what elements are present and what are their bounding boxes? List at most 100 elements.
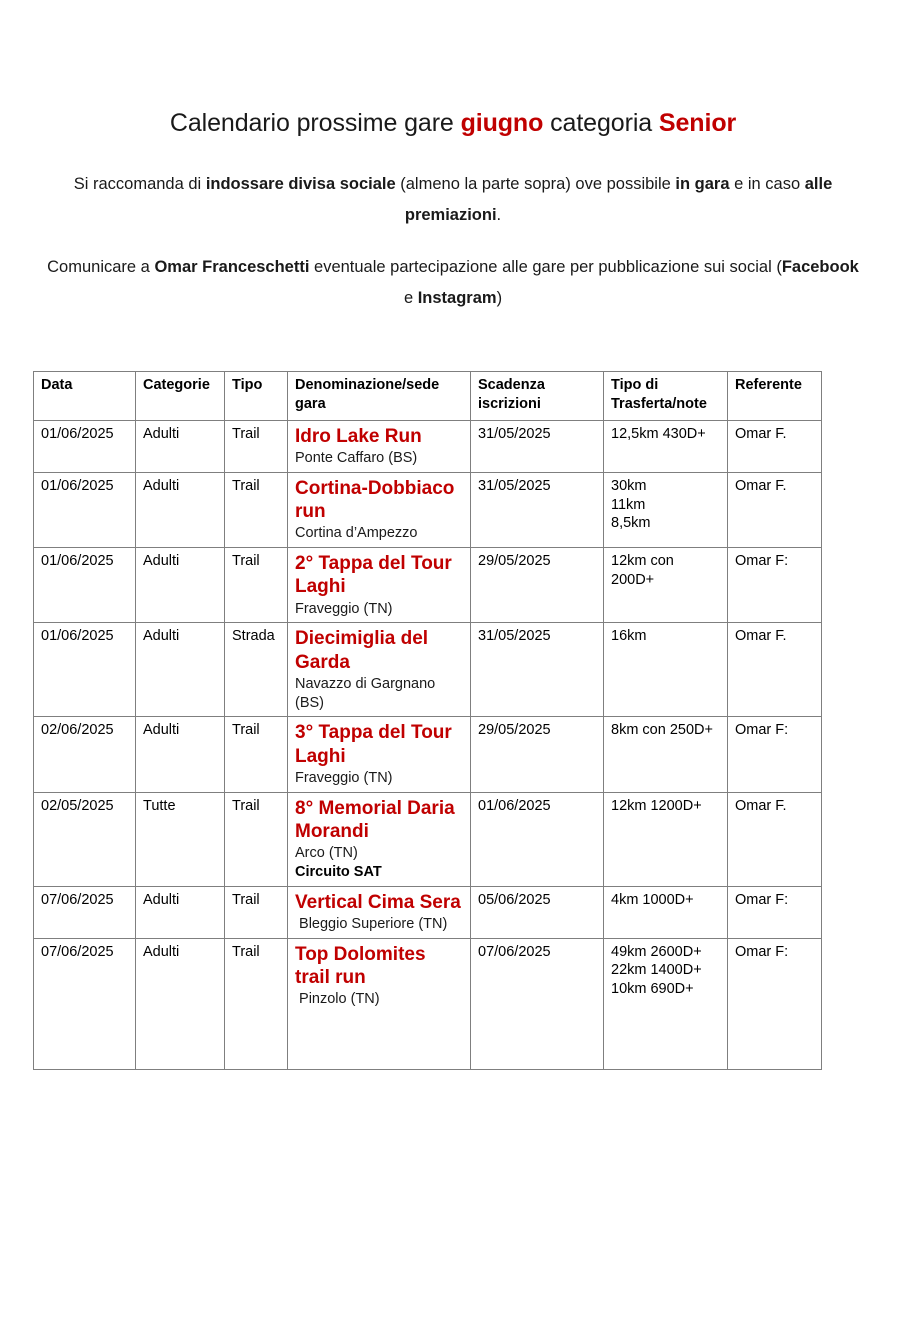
intro-paragraph-uniform: Si raccomanda di indossare divisa social… [0, 139, 906, 230]
cell-trasferta: 8km con 250D+ [603, 716, 728, 793]
column-header-data: Data [33, 371, 136, 421]
column-header-tipo: Tipo [224, 371, 288, 421]
cell-trasferta: 30km 11km 8,5km [603, 472, 728, 549]
cell-scadenza: 01/06/2025 [470, 791, 604, 887]
race-venue: Bleggio Superiore (TN) [295, 915, 448, 932]
race-name: 3° Tappa del Tour Laghi [295, 722, 452, 767]
cell-tipo: Trail [224, 419, 288, 474]
cell-scadenza: 31/05/2025 [470, 419, 604, 474]
cell-tipo: Trail [224, 716, 288, 793]
cell-tipo: Trail [224, 791, 288, 887]
cell-referente: Omar F: [727, 937, 822, 1070]
page-title: Calendario prossime gare giugno categori… [0, 0, 906, 139]
column-header-trasferta: Tipo di Trasferta/note [603, 371, 728, 421]
cell-trasferta: 49km 2600D+ 22km 1400D+ 10km 690D+ [603, 937, 728, 1070]
cell-referente: Omar F: [727, 885, 822, 939]
table-row: 02/05/2025 Tutte Trail 8° Memorial Daria… [33, 791, 822, 887]
cell-referente: Omar F: [727, 716, 822, 793]
cell-data: 07/06/2025 [33, 937, 136, 1070]
cell-denominazione: Diecimiglia del Garda Navazzo di Gargnan… [287, 622, 471, 718]
cell-denominazione: 2° Tappa del Tour Laghi Fraveggio (TN) [287, 547, 471, 624]
intro-p1-seg-1: Si raccomanda di [73, 175, 206, 194]
cell-referente: Omar F. [727, 622, 822, 718]
page-title-part-3: categoria [543, 109, 659, 137]
race-venue: Pinzolo (TN) [295, 991, 380, 1007]
cell-denominazione: 3° Tappa del Tour Laghi Fraveggio (TN) [287, 716, 471, 793]
table-row: 07/06/2025 Adulti Trail Top Dolomites tr… [33, 937, 822, 1070]
table-header-row: Data Categorie Tipo Denominazione/sede g… [33, 371, 822, 421]
intro-p1-seg-7: . [496, 205, 502, 224]
race-venue: Navazzo di Gargnano (BS) [295, 675, 440, 711]
cell-data: 02/06/2025 [33, 716, 136, 793]
cell-scadenza: 29/05/2025 [470, 547, 604, 624]
cell-denominazione: Top Dolomites trail run Pinzolo (TN) [287, 937, 471, 1070]
intro-p1-seg-5: e in caso [729, 175, 805, 194]
intro-p2-seg-3: eventuale partecipazione alle gare per p… [309, 258, 782, 277]
race-name: 8° Memorial Daria Morandi [295, 797, 455, 842]
cell-denominazione: Cortina-Dobbiaco run Cortina d’Ampezzo [287, 472, 471, 549]
column-header-referente: Referente [727, 371, 822, 421]
cell-categorie: Adulti [135, 622, 225, 718]
race-venue: Arco (TN) [295, 844, 358, 861]
cell-referente: Omar F: [727, 547, 822, 624]
column-header-denominazione: Denominazione/sede gara [287, 371, 471, 421]
cell-scadenza: 29/05/2025 [470, 716, 604, 793]
race-name: Idro Lake Run [295, 426, 422, 447]
race-name: 2° Tappa del Tour Laghi [295, 553, 452, 598]
cell-referente: Omar F. [727, 472, 822, 549]
race-name: Top Dolomites trail run [295, 943, 426, 988]
cell-denominazione: Idro Lake Run Ponte Caffaro (BS) [287, 419, 471, 474]
cell-data: 02/05/2025 [33, 791, 136, 887]
intro-p2-seg-5: e [403, 288, 418, 307]
cell-tipo: Trail [224, 937, 288, 1070]
cell-referente: Omar F. [727, 791, 822, 887]
page-title-part-1: Calendario prossime gare [169, 109, 461, 137]
race-venue: Fraveggio (TN) [295, 769, 393, 786]
table-row: 01/06/2025 Adulti Trail Idro Lake Run Po… [33, 419, 822, 474]
race-note: Circuito SAT [295, 863, 382, 880]
cell-data: 01/06/2025 [33, 419, 136, 474]
cell-trasferta: 12km con 200D+ [603, 547, 728, 624]
cell-categorie: Adulti [135, 937, 225, 1070]
cell-data: 01/06/2025 [33, 622, 136, 718]
cell-tipo: Trail [224, 547, 288, 624]
cell-trasferta: 12,5km 430D+ [603, 419, 728, 474]
cell-categorie: Adulti [135, 419, 225, 474]
race-name: Vertical Cima Sera [295, 891, 461, 913]
cell-scadenza: 05/06/2025 [470, 885, 604, 939]
table-row: 01/06/2025 Adulti Trail Cortina-Dobbiaco… [33, 472, 822, 549]
cell-data: 01/06/2025 [33, 547, 136, 624]
intro-p1-seg-6: alle premiazioni [404, 175, 833, 224]
cell-categorie: Adulti [135, 716, 225, 793]
race-venue: Ponte Caffaro (BS) [295, 450, 418, 467]
cell-categorie: Adulti [135, 547, 225, 624]
cell-scadenza: 07/06/2025 [470, 937, 604, 1070]
cell-scadenza: 31/05/2025 [470, 472, 604, 549]
races-table: Data Categorie Tipo Denominazione/sede g… [33, 371, 822, 1070]
cell-categorie: Adulti [135, 885, 225, 939]
table-row: 01/06/2025 Adulti Strada Diecimiglia del… [33, 622, 822, 718]
intro-p2-seg-6: Instagram [417, 288, 497, 307]
intro-p2-seg-4: Facebook [781, 258, 859, 277]
page-title-category: Senior [658, 109, 737, 137]
race-venue: Cortina d’Ampezzo [295, 525, 418, 542]
cell-tipo: Strada [224, 622, 288, 718]
table-row: 01/06/2025 Adulti Trail 2° Tappa del Tou… [33, 547, 822, 624]
intro-p2-seg-2: Omar Franceschetti [154, 258, 310, 277]
intro-p2-seg-7: ) [496, 288, 503, 307]
table-row: 02/06/2025 Adulti Trail 3° Tappa del Tou… [33, 716, 822, 793]
races-table-container: Data Categorie Tipo Denominazione/sede g… [0, 313, 906, 1070]
table-row: 07/06/2025 Adulti Trail Vertical Cima Se… [33, 885, 822, 939]
cell-tipo: Trail [224, 472, 288, 549]
intro-p2-seg-1: Comunicare a [47, 258, 155, 277]
race-name: Cortina-Dobbiaco run [295, 478, 455, 523]
cell-referente: Omar F. [727, 419, 822, 474]
cell-denominazione: 8° Memorial Daria Morandi Arco (TN) Circ… [287, 791, 471, 887]
cell-scadenza: 31/05/2025 [470, 622, 604, 718]
cell-categorie: Tutte [135, 791, 225, 887]
cell-data: 07/06/2025 [33, 885, 136, 939]
page-title-month: giugno [460, 109, 544, 137]
cell-data: 01/06/2025 [33, 472, 136, 549]
cell-denominazione: Vertical Cima Sera Bleggio Superiore (TN… [287, 885, 471, 939]
